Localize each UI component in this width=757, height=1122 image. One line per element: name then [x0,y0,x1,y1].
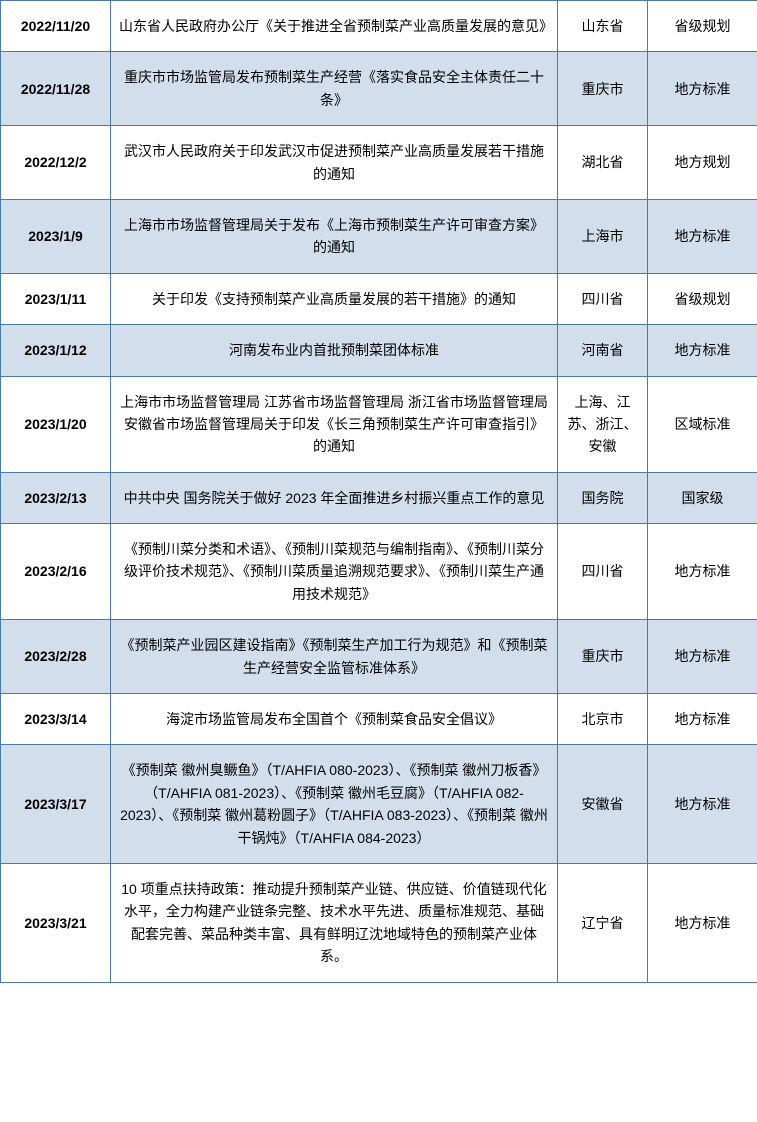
cell-type: 地方标准 [648,199,757,273]
cell-desc: 上海市市场监督管理局关于发布《上海市预制菜生产许可审查方案》的通知 [111,199,558,273]
cell-region: 四川省 [558,273,648,324]
table-row: 2022/11/20 山东省人民政府办公厅《关于推进全省预制菜产业高质量发展的意… [1,1,757,52]
cell-region: 河南省 [558,325,648,376]
cell-region: 国务院 [558,472,648,523]
cell-desc: 山东省人民政府办公厅《关于推进全省预制菜产业高质量发展的意见》 [111,1,558,52]
cell-date: 2023/3/21 [1,863,111,982]
cell-region: 四川省 [558,524,648,620]
cell-region: 北京市 [558,694,648,745]
cell-type: 省级规划 [648,273,757,324]
cell-type: 地方标准 [648,694,757,745]
cell-date: 2023/3/14 [1,694,111,745]
cell-type: 地方标准 [648,863,757,982]
table-row: 2023/2/13 中共中央 国务院关于做好 2023 年全面推进乡村振兴重点工… [1,472,757,523]
cell-region: 山东省 [558,1,648,52]
table-row: 2023/1/20 上海市市场监督管理局 江苏省市场监督管理局 浙江省市场监督管… [1,376,757,472]
cell-date: 2023/3/17 [1,745,111,864]
cell-date: 2023/1/9 [1,199,111,273]
cell-desc: 武汉市人民政府关于印发武汉市促进预制菜产业高质量发展若干措施的通知 [111,126,558,200]
table-row: 2023/3/17 《预制菜 徽州臭鳜鱼》（T/AHFIA 080-2023）、… [1,745,757,864]
cell-date: 2022/12/2 [1,126,111,200]
cell-region: 上海市 [558,199,648,273]
policy-table: 2022/11/20 山东省人民政府办公厅《关于推进全省预制菜产业高质量发展的意… [0,0,757,983]
cell-date: 2023/1/20 [1,376,111,472]
cell-date: 2022/11/28 [1,52,111,126]
cell-date: 2023/2/16 [1,524,111,620]
table-row: 2023/1/9 上海市市场监督管理局关于发布《上海市预制菜生产许可审查方案》的… [1,199,757,273]
cell-date: 2023/1/12 [1,325,111,376]
cell-desc: 《预制菜 徽州臭鳜鱼》（T/AHFIA 080-2023）、《预制菜 徽州刀板香… [111,745,558,864]
cell-type: 地方标准 [648,52,757,126]
cell-type: 地方标准 [648,325,757,376]
table-row: 2023/2/28 《预制菜产业园区建设指南》《预制菜生产加工行为规范》和《预制… [1,620,757,694]
cell-date: 2023/1/11 [1,273,111,324]
table-row: 2022/12/2 武汉市人民政府关于印发武汉市促进预制菜产业高质量发展若干措施… [1,126,757,200]
table-row: 2023/2/16 《预制川菜分类和术语》、《预制川菜规范与编制指南》、《预制川… [1,524,757,620]
cell-type: 地方标准 [648,745,757,864]
table-row: 2023/1/11 关于印发《支持预制菜产业高质量发展的若干措施》的通知 四川省… [1,273,757,324]
cell-desc: 上海市市场监督管理局 江苏省市场监督管理局 浙江省市场监督管理局 安徽省市场监督… [111,376,558,472]
cell-desc: 海淀市场监管局发布全国首个《预制菜食品安全倡议》 [111,694,558,745]
cell-desc: 《预制菜产业园区建设指南》《预制菜生产加工行为规范》和《预制菜生产经营安全监管标… [111,620,558,694]
cell-date: 2022/11/20 [1,1,111,52]
cell-region: 上海、江苏、浙江、安徽 [558,376,648,472]
table-row: 2023/1/12 河南发布业内首批预制菜团体标准 河南省 地方标准 [1,325,757,376]
cell-region: 安徽省 [558,745,648,864]
table-body: 2022/11/20 山东省人民政府办公厅《关于推进全省预制菜产业高质量发展的意… [1,1,757,983]
cell-desc: 河南发布业内首批预制菜团体标准 [111,325,558,376]
table-row: 2023/3/14 海淀市场监管局发布全国首个《预制菜食品安全倡议》 北京市 地… [1,694,757,745]
cell-type: 区域标准 [648,376,757,472]
cell-desc: 《预制川菜分类和术语》、《预制川菜规范与编制指南》、《预制川菜分级评价技术规范》… [111,524,558,620]
cell-region: 辽宁省 [558,863,648,982]
cell-desc: 关于印发《支持预制菜产业高质量发展的若干措施》的通知 [111,273,558,324]
cell-type: 地方标准 [648,524,757,620]
cell-type: 省级规划 [648,1,757,52]
table-row: 2023/3/21 10 项重点扶持政策：推动提升预制菜产业链、供应链、价值链现… [1,863,757,982]
cell-region: 湖北省 [558,126,648,200]
cell-type: 地方标准 [648,620,757,694]
table-row: 2022/11/28 重庆市市场监管局发布预制菜生产经营《落实食品安全主体责任二… [1,52,757,126]
cell-desc: 10 项重点扶持政策：推动提升预制菜产业链、供应链、价值链现代化水平，全力构建产… [111,863,558,982]
cell-region: 重庆市 [558,52,648,126]
cell-date: 2023/2/28 [1,620,111,694]
cell-date: 2023/2/13 [1,472,111,523]
cell-type: 地方规划 [648,126,757,200]
cell-type: 国家级 [648,472,757,523]
cell-desc: 中共中央 国务院关于做好 2023 年全面推进乡村振兴重点工作的意见 [111,472,558,523]
cell-region: 重庆市 [558,620,648,694]
cell-desc: 重庆市市场监管局发布预制菜生产经营《落实食品安全主体责任二十条》 [111,52,558,126]
